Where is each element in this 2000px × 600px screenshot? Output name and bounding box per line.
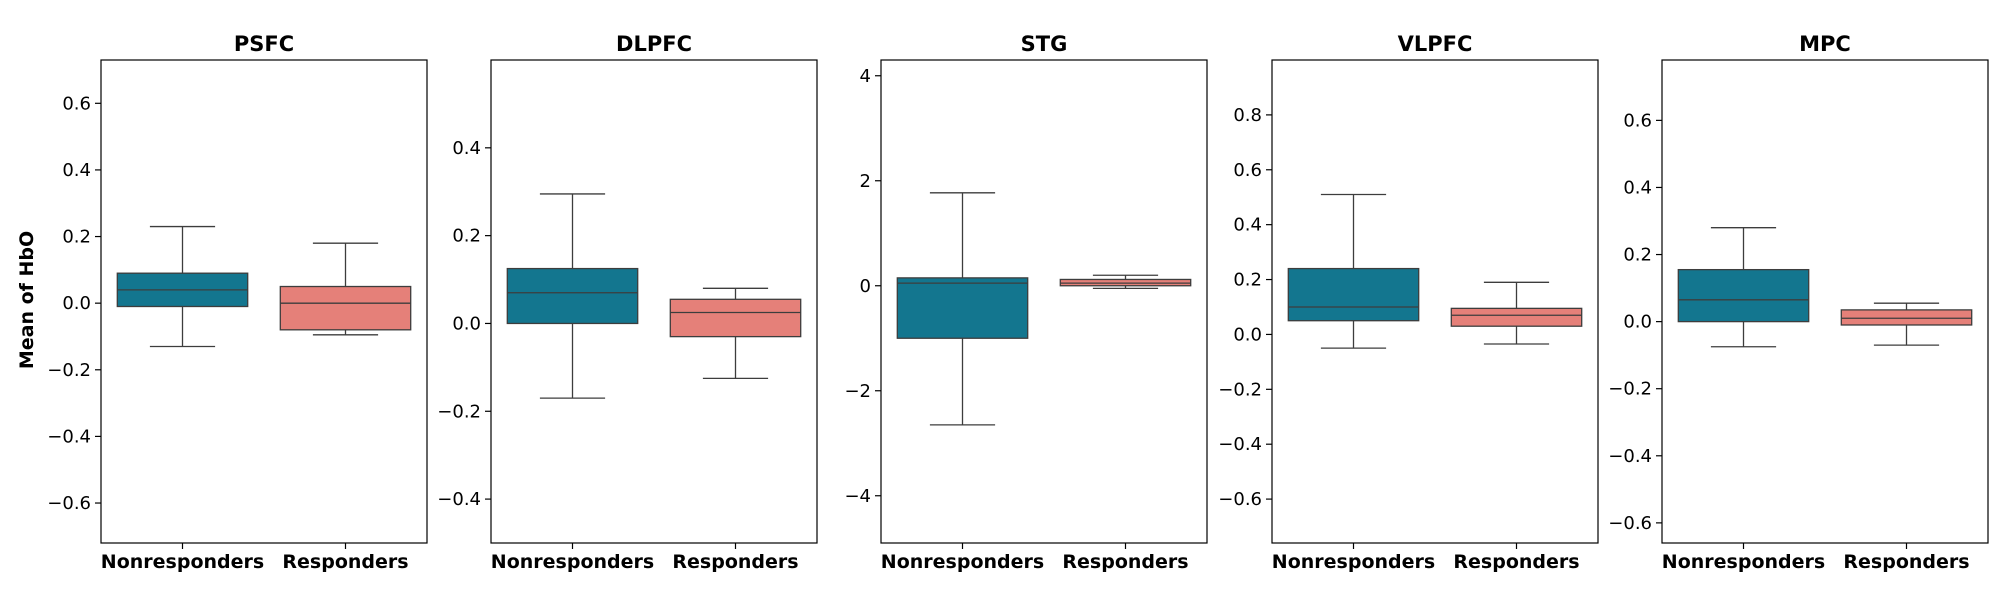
y-tick-label: 0.6: [1233, 160, 1262, 181]
panel-dlpfc: DLPFC −0.4 −0.2 0.0 0.2 0.4 Nonresponders Respo…: [437, 32, 818, 573]
box-iqr: [1840, 309, 1973, 326]
box-nonresponders: [896, 192, 1029, 426]
box-iqr: [1287, 267, 1420, 322]
x-category-label: Nonresponders: [491, 551, 654, 573]
y-tick-label: −0.2: [1218, 379, 1262, 400]
x-category-label: Responders: [1062, 551, 1188, 573]
y-tick-label: 0.6: [62, 93, 91, 114]
box-nonresponders: [1287, 193, 1420, 349]
y-axis-label: Mean of HbO: [16, 231, 38, 369]
x-category-label: Nonresponders: [101, 551, 264, 573]
x-category-label: Nonresponders: [1662, 551, 1825, 573]
panel-vlpfc: VLPFC −0.6 −0.4 −0.2 0.0 0.2 0.4 0.6 0.8 Nonrespo…: [1218, 32, 1599, 573]
x-category-label: Responders: [282, 551, 408, 573]
y-tick-label: 0.2: [1623, 245, 1652, 266]
box-iqr: [506, 267, 639, 325]
box-nonresponders: [1677, 227, 1810, 348]
panels-group: PSFC −0.6 −0.4 −0.2 0.0 0.2 0.4 0.6 Nonresponder…: [47, 32, 1989, 573]
panel-frame: [100, 59, 428, 544]
panel-frame: [490, 59, 818, 544]
box-iqr: [896, 277, 1029, 339]
y-tick-label: 0.2: [62, 227, 91, 248]
x-category-label: Nonresponders: [1272, 551, 1435, 573]
y-tick-label: 0.0: [62, 293, 91, 314]
panel-stg: STG −4 −2 0 2 4 Nonresponders Responders: [844, 32, 1208, 573]
y-tick-label: −0.2: [47, 360, 91, 381]
y-tick-label: 4: [860, 66, 871, 87]
box-responders: [1059, 274, 1192, 290]
panel-frame: [1271, 59, 1599, 544]
panel-frame: [880, 59, 1208, 544]
panel-psfc: PSFC −0.6 −0.4 −0.2 0.0 0.2 0.4 0.6 Nonresponder…: [47, 32, 428, 573]
box-iqr: [1677, 268, 1810, 323]
panel-title: DLPFC: [616, 32, 692, 56]
x-category-label: Responders: [1843, 551, 1969, 573]
panel-frame: [1661, 59, 1989, 544]
y-tick-label: −0.2: [1608, 379, 1652, 400]
box-responders: [669, 287, 802, 379]
y-tick-label: 0.2: [452, 226, 481, 247]
panel-mpc: MPC −0.6 −0.4 −0.2 0.0 0.2 0.4 0.6 Nonresponders…: [1608, 32, 1989, 573]
y-tick-label: −0.4: [1218, 434, 1262, 455]
y-tick-label: −0.6: [1218, 489, 1262, 510]
y-tick-label: 0.4: [452, 138, 481, 159]
x-category-label: Responders: [672, 551, 798, 573]
y-tick-label: −4: [844, 486, 871, 507]
box-responders: [279, 242, 412, 336]
y-tick-label: 0.0: [452, 313, 481, 334]
y-tick-label: 0.8: [1233, 105, 1262, 126]
box-iqr: [1450, 307, 1583, 327]
box-iqr: [279, 285, 412, 331]
y-tick-label: −0.4: [47, 426, 91, 447]
box-responders: [1450, 281, 1583, 345]
box-iqr: [669, 298, 802, 338]
box-responders: [1840, 302, 1973, 346]
y-tick-label: −0.4: [437, 489, 481, 510]
x-category-label: Nonresponders: [881, 551, 1044, 573]
y-tick-label: 0.6: [1623, 110, 1652, 131]
box-nonresponders: [506, 193, 639, 399]
y-tick-label: 0.2: [1233, 270, 1262, 291]
box-nonresponders: [116, 225, 249, 348]
y-tick-label: −0.4: [1608, 446, 1652, 467]
panel-title: VLPFC: [1398, 32, 1473, 56]
y-tick-label: −0.6: [47, 493, 91, 514]
y-tick-label: 0.4: [1233, 215, 1262, 236]
x-category-label: Responders: [1453, 551, 1579, 573]
y-tick-label: 0.0: [1623, 312, 1652, 333]
y-tick-label: −2: [844, 381, 871, 402]
y-tick-label: 0: [860, 276, 871, 297]
panel-title: STG: [1021, 32, 1068, 56]
y-tick-label: −0.2: [437, 401, 481, 422]
panel-title: MPC: [1799, 32, 1851, 56]
y-tick-label: 0.4: [1623, 177, 1652, 198]
y-tick-label: 0.4: [62, 160, 91, 181]
panel-title: PSFC: [234, 32, 294, 56]
y-tick-label: 2: [860, 171, 871, 192]
y-tick-label: 0.0: [1233, 324, 1262, 345]
y-tick-label: −0.6: [1608, 513, 1652, 534]
